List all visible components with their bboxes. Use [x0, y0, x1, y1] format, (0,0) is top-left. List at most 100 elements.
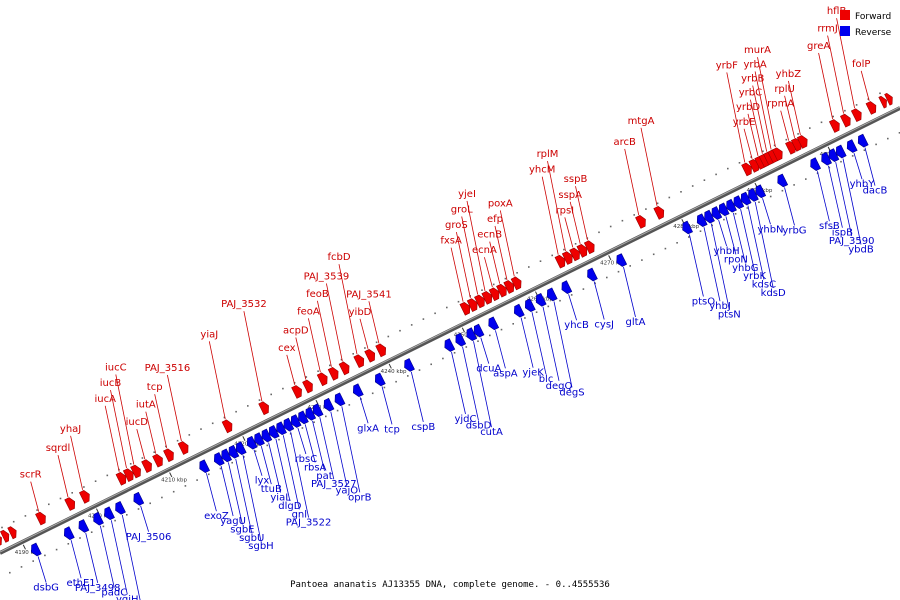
reverse-guide-dot: [465, 346, 468, 348]
reverse-guide-dot: [711, 224, 713, 227]
forward-guide-dot: [410, 324, 413, 326]
reverse-gene-label: glxA: [357, 423, 379, 434]
forward-gene-leader: [104, 405, 120, 472]
forward-gene-label: yrbF: [716, 60, 738, 71]
forward-gene-arrow: [828, 119, 840, 133]
forward-guide-dot: [317, 370, 319, 372]
forward-gene-arrow: [569, 247, 580, 262]
reverse-gene-label: ybdB: [848, 245, 874, 256]
reverse-gene-arrow: [535, 293, 547, 307]
reverse-gene-arrow: [63, 526, 75, 540]
reverse-gene-arrow: [718, 202, 730, 217]
forward-gene-label: iucC: [105, 363, 127, 374]
forward-gene-leader: [456, 232, 471, 299]
reverse-guide-dot: [723, 218, 725, 221]
forward-guide-dot: [645, 208, 647, 210]
reverse-guide-dot: [805, 178, 807, 180]
forward-gene-label: PAJ_3516: [145, 363, 191, 374]
reverse-gene-leader: [520, 317, 534, 368]
forward-gene-label: rpsI: [555, 205, 574, 216]
reverse-gene-arrow: [298, 410, 309, 425]
forward-gene-arrow: [481, 291, 493, 305]
forward-guide-dot: [141, 457, 144, 459]
reverse-gene-leader: [568, 294, 577, 321]
legend-reverse-label: Reverse: [855, 28, 892, 38]
forward-gene-leader: [752, 85, 768, 152]
forward-gene-leader: [461, 216, 479, 295]
reverse-gene-label: yhbH: [714, 246, 740, 257]
reverse-guide-dot: [172, 490, 175, 493]
forward-guide-dot: [703, 179, 706, 181]
reverse-gene-arrow: [740, 191, 752, 206]
reverse-gene-arrow: [261, 428, 273, 443]
forward-gene-label: yrbC: [739, 88, 762, 99]
reverse-gene-arrow: [213, 452, 225, 466]
reverse-gene-leader: [710, 223, 730, 310]
reverse-guide-dot: [196, 479, 198, 481]
reverse-guide-dot: [840, 160, 842, 163]
forward-guide-dot: [844, 109, 846, 112]
reverse-gene-label: sfsB: [819, 221, 840, 232]
genome-backbone-highlight: [0, 106, 900, 553]
reverse-gene-arrow: [312, 403, 324, 417]
forward-gene-label: ecnB: [477, 230, 502, 241]
reverse-gene-label: cutA: [480, 427, 503, 438]
forward-gene-arrow: [163, 448, 174, 463]
forward-guide-dot: [399, 329, 401, 332]
reverse-gene-leader: [623, 266, 636, 318]
forward-guide-dot: [375, 341, 378, 344]
reverse-gene-leader: [754, 201, 774, 288]
forward-gene-arrow: [327, 367, 339, 381]
forward-gene-arrow: [141, 459, 152, 474]
forward-guide-dot: [820, 121, 823, 124]
reverse-gene-arrow: [31, 542, 42, 557]
forward-gene-label: cex: [278, 343, 295, 354]
reverse-guide-dot: [161, 496, 163, 499]
reverse-guide-dot: [500, 328, 503, 331]
reverse-gene-label: cspB: [411, 422, 435, 433]
forward-gene-label: folP: [852, 59, 870, 70]
forward-gene-leader: [827, 35, 844, 114]
forward-guide-dot: [129, 463, 132, 465]
reverse-guide-dot: [746, 207, 749, 209]
reverse-guide-dot: [489, 334, 491, 337]
reverse-gene-arrow: [682, 220, 694, 235]
forward-gene-arrow: [152, 453, 163, 468]
axis-tick: [608, 255, 612, 261]
reverse-gene-arrow: [104, 506, 115, 521]
reverse-gene-label: ptsN: [718, 310, 741, 321]
forward-gene-arrow: [741, 162, 752, 177]
reverse-gene-label: gltA: [626, 317, 646, 328]
forward-gene-label: tcp: [147, 382, 163, 393]
reverse-guide-dot: [79, 537, 81, 539]
forward-guide-dot: [71, 492, 73, 494]
forward-gene-arrow: [0, 529, 10, 543]
reverse-gene-leader: [140, 505, 149, 532]
forward-gene-leader: [359, 318, 369, 349]
forward-gene-label: yrbA: [743, 59, 766, 70]
forward-gene-leader: [154, 394, 168, 449]
reverse-gene-leader: [817, 171, 830, 222]
reverse-gene-arrow: [696, 213, 708, 228]
reverse-gene-arrow: [290, 414, 302, 428]
forward-guide-dot: [106, 474, 109, 477]
reverse-gene-leader: [70, 540, 82, 579]
forward-gene-arrow: [316, 372, 328, 387]
forward-gene-arrow: [291, 385, 302, 399]
reverse-guide-dot: [453, 352, 456, 354]
reverse-gene-label: yajO: [335, 486, 358, 497]
forward-gene-label: yhcM: [529, 165, 555, 176]
axis-tick: [22, 544, 26, 550]
forward-guide-dot: [879, 92, 881, 95]
reverse-gene-label: PAJ_3527: [311, 479, 357, 490]
forward-gene-label: rplM: [537, 149, 559, 160]
axis-tick: [169, 472, 173, 478]
forward-gene-label: yiaJ: [200, 329, 218, 340]
reverse-gene-arrow: [466, 327, 478, 342]
forward-gene-label: iucA: [94, 394, 116, 405]
forward-guide-dot: [539, 260, 542, 262]
reverse-gene-label: yjdC: [454, 414, 476, 425]
forward-guide-dot: [235, 410, 237, 413]
reverse-guide-dot: [208, 473, 210, 476]
